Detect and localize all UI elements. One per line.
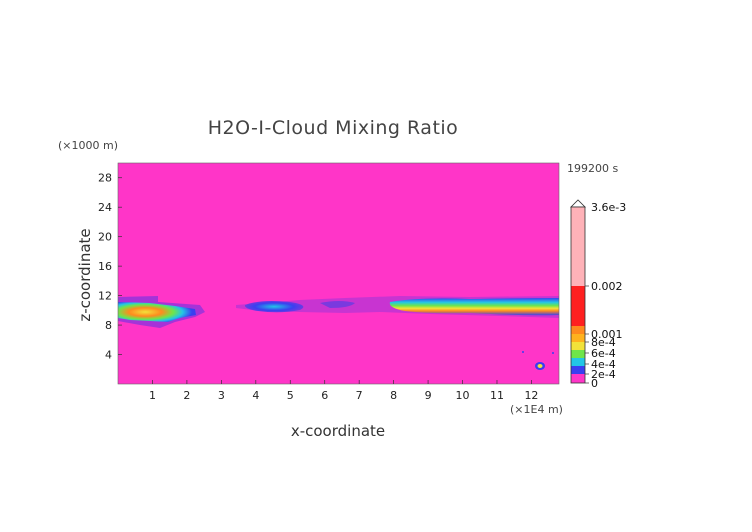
- colorbar-max-label: 3.6e-3: [591, 201, 626, 214]
- y-unit-label: (×1000 m): [58, 139, 118, 152]
- colorbar-arrow: [570, 199, 586, 208]
- y-tick-label: 8: [105, 319, 112, 332]
- colorbar-segment: [571, 334, 585, 342]
- colorbar-frame: [570, 206, 586, 384]
- colorbar-label: 6e-4: [591, 347, 616, 360]
- y-tick-label: 28: [98, 172, 112, 185]
- x-tick-label: 11: [490, 389, 504, 402]
- colorbar-label: 0.002: [591, 280, 623, 293]
- y-axis-label: z-coordinate: [76, 228, 94, 321]
- plot-area: [117, 162, 560, 385]
- colorbar-label: 0: [591, 377, 598, 390]
- colorbar-segment: [571, 326, 585, 334]
- x-unit-label: (×1E4 m): [510, 403, 563, 416]
- colorbar-label: 0.001: [591, 328, 623, 341]
- x-tick-label: 2: [183, 389, 190, 402]
- x-tick-label: 6: [321, 389, 328, 402]
- colorbar-segment: [571, 286, 585, 326]
- colorbar-segment: [571, 374, 585, 383]
- x-tick-label: 5: [287, 389, 294, 402]
- y-tick-label: 12: [98, 290, 112, 303]
- y-tick-label: 20: [98, 231, 112, 244]
- x-tick-label: 4: [252, 389, 259, 402]
- cloud-feature-small-core: [537, 364, 543, 368]
- chart-title: H2O-I-Cloud Mixing Ratio: [208, 117, 459, 139]
- plot-frame: [117, 162, 560, 385]
- cloud-feature-middle-2: [320, 301, 355, 308]
- x-tick-label: 1: [149, 389, 156, 402]
- cloud-speck: [522, 351, 524, 353]
- cloud-feature-middle: [244, 301, 304, 313]
- x-axis-ticks: 1 2 3 4 5 6 7 8 9 10 11 12: [149, 380, 538, 402]
- y-tick-label: 16: [98, 260, 112, 273]
- colorbar-segment: [571, 350, 585, 358]
- colorbar-segment: [571, 207, 585, 286]
- x-tick-label: 8: [390, 389, 397, 402]
- colorbar-label: 8e-4: [591, 336, 616, 349]
- colorbar-segment: [571, 342, 585, 350]
- x-axis-label: x-coordinate: [291, 422, 385, 440]
- cloud-feature-right: [389, 298, 559, 316]
- y-tick-label: 24: [98, 201, 112, 214]
- cloud-speck: [552, 352, 554, 354]
- y-tick-label: 4: [105, 349, 112, 362]
- x-tick-label: 7: [356, 389, 363, 402]
- colorbar-segment: [571, 366, 585, 374]
- colorbar-label: 2e-4: [591, 368, 616, 381]
- colorbar-label: 4e-4: [591, 358, 616, 371]
- cloud-feature-left: [118, 302, 196, 322]
- plot-background: [118, 163, 559, 384]
- x-tick-label: 12: [524, 389, 538, 402]
- x-tick-label: 10: [456, 389, 470, 402]
- y-axis-ticks: 4 8 12 16 20 24 28: [98, 172, 122, 362]
- x-tick-label: 9: [425, 389, 432, 402]
- time-label: 199200 s: [567, 162, 618, 175]
- x-tick-label: 3: [218, 389, 225, 402]
- colorbar-segment: [571, 358, 585, 366]
